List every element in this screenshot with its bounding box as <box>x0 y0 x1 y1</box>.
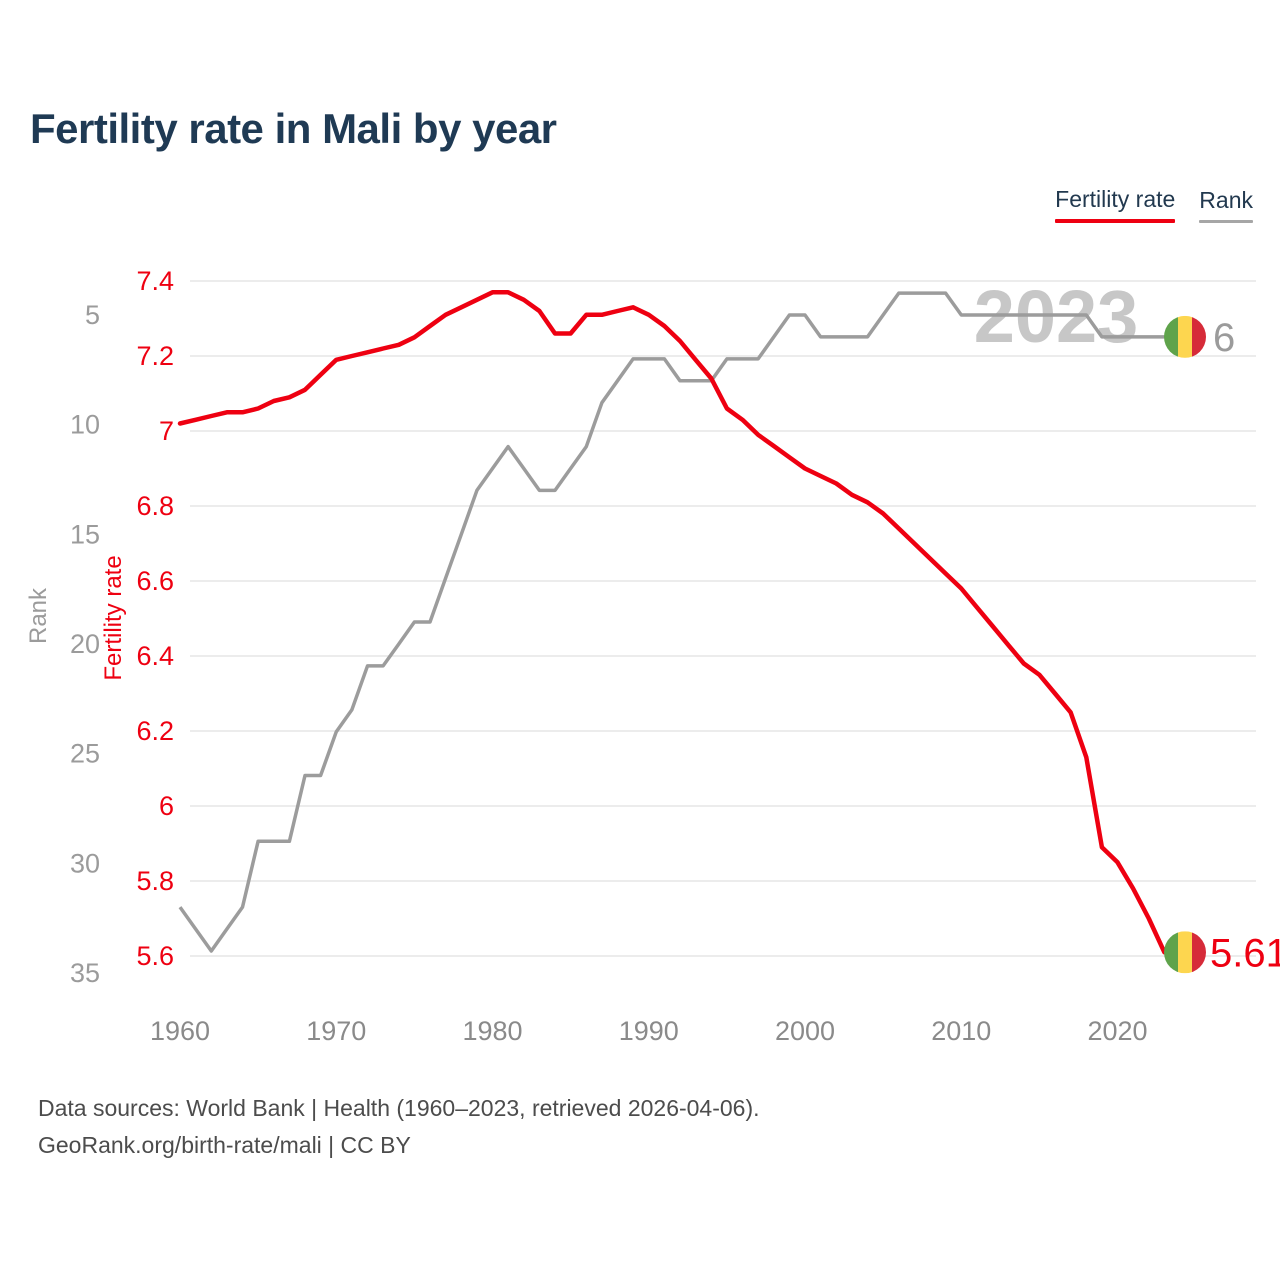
x-tick-label: 2000 <box>775 1016 835 1046</box>
footer: Data sources: World Bank | Health (1960–… <box>38 1090 760 1164</box>
x-tick-label: 2020 <box>1087 1016 1147 1046</box>
mali-flag-stripe <box>1192 931 1206 974</box>
rank-tick-label: 15 <box>70 519 100 549</box>
fertility-line <box>177 290 1186 955</box>
legend-item-fertility-rate[interactable]: Fertility rate <box>1055 186 1176 223</box>
rank-tick-label: 10 <box>70 410 100 440</box>
fertility-tick-label: 7 <box>159 416 174 446</box>
x-tick-label: 1970 <box>306 1016 366 1046</box>
fertility-tick-label: 5.6 <box>136 941 174 971</box>
rank-tick-label: 25 <box>70 739 100 769</box>
legend-underline-fertility-rate <box>1055 219 1176 223</box>
x-tick-label: 1960 <box>150 1016 210 1046</box>
rank-axis-title: Rank <box>25 587 52 644</box>
footer-data-sources: Data sources: World Bank | Health (1960–… <box>38 1095 760 1121</box>
fertility-tick-label: 6 <box>159 791 174 821</box>
rank-tick-label: 30 <box>70 848 100 878</box>
fertility-end-label: 5.61 <box>1210 931 1280 975</box>
mali-flag-stripe <box>1164 931 1178 974</box>
x-tick-label: 2010 <box>931 1016 991 1046</box>
mali-flag-stripe <box>1178 931 1192 974</box>
mali-flag-stripe <box>1192 315 1206 358</box>
fertility-tick-label: 6.8 <box>136 491 174 521</box>
fertility-tick-label: 6.2 <box>136 716 174 746</box>
fertility-tick-label: 5.8 <box>136 866 174 896</box>
page-title: Fertility rate in Mali by year <box>30 105 557 152</box>
footer-attribution: GeoRank.org/birth-rate/mali | CC BY <box>38 1132 411 1158</box>
fertility-axis-title: Fertility rate <box>100 555 127 680</box>
legend: Fertility rate Rank <box>1055 186 1253 223</box>
legend-label-rank: Rank <box>1199 187 1253 213</box>
mali-flag-stripe <box>1178 315 1192 358</box>
fertility-tick-label: 7.4 <box>136 266 174 296</box>
legend-label-fertility-rate: Fertility rate <box>1055 186 1176 212</box>
mali-flag-stripe <box>1164 315 1178 358</box>
rank-tick-label: 35 <box>70 958 100 988</box>
rank-end-label: 6 <box>1213 316 1235 360</box>
x-tick-label: 1990 <box>619 1016 679 1046</box>
rank-tick-label: 5 <box>85 300 100 330</box>
fertility-tick-label: 6.6 <box>136 566 174 596</box>
mali-flag-icon-fertility <box>1164 931 1206 974</box>
mali-flag-icon-rank <box>1164 315 1206 358</box>
fertility-tick-label: 6.4 <box>136 641 174 671</box>
legend-item-rank[interactable]: Rank <box>1199 187 1253 223</box>
rank-line <box>178 291 1183 953</box>
legend-underline-rank <box>1199 220 1253 223</box>
rank-tick-label: 20 <box>70 629 100 659</box>
fertility-tick-label: 7.2 <box>136 341 174 371</box>
x-tick-label: 1980 <box>462 1016 522 1046</box>
